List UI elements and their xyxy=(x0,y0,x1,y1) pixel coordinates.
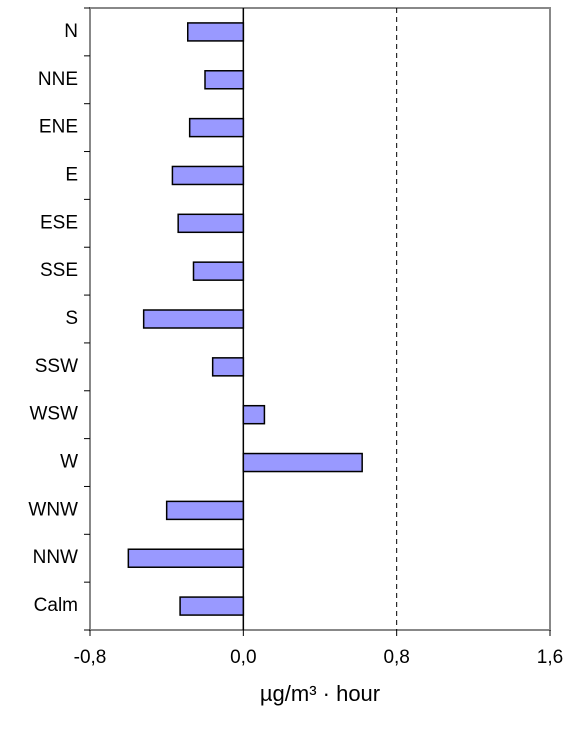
x-tick-label: 0,8 xyxy=(383,647,409,668)
y-tick-label: ENE xyxy=(39,117,78,138)
y-tick-label: NNW xyxy=(33,547,78,568)
bar xyxy=(165,500,245,521)
bar xyxy=(142,309,245,329)
bar xyxy=(179,596,245,616)
y-tick-label: SSE xyxy=(40,260,78,281)
bar xyxy=(192,261,245,281)
y-tick-label: WNW xyxy=(28,499,78,520)
bar xyxy=(177,213,245,234)
bar xyxy=(127,548,245,568)
bar xyxy=(242,452,363,473)
x-axis-label: µg/m³ · hour xyxy=(260,681,380,706)
x-tick-label: 0,0 xyxy=(230,647,256,668)
y-tick-label: E xyxy=(65,164,78,185)
y-tick-label: SSW xyxy=(35,356,78,377)
y-tick-label: WSW xyxy=(29,404,78,425)
y-tick-label: ESE xyxy=(40,212,78,233)
bar xyxy=(242,404,266,425)
y-tick-label: W xyxy=(60,452,78,473)
bar xyxy=(211,357,245,377)
plot-frame xyxy=(89,7,551,631)
bar xyxy=(171,165,245,186)
y-tick-label: N xyxy=(64,21,78,42)
y-tick-label: Calm xyxy=(34,595,78,616)
x-tick-label: -0,8 xyxy=(74,647,107,668)
x-tick-label: 1,6 xyxy=(537,647,563,668)
bar xyxy=(188,117,245,138)
bar xyxy=(187,22,245,42)
bar xyxy=(204,70,245,90)
y-tick-label: S xyxy=(65,308,78,329)
y-tick-label: NNE xyxy=(38,69,78,90)
